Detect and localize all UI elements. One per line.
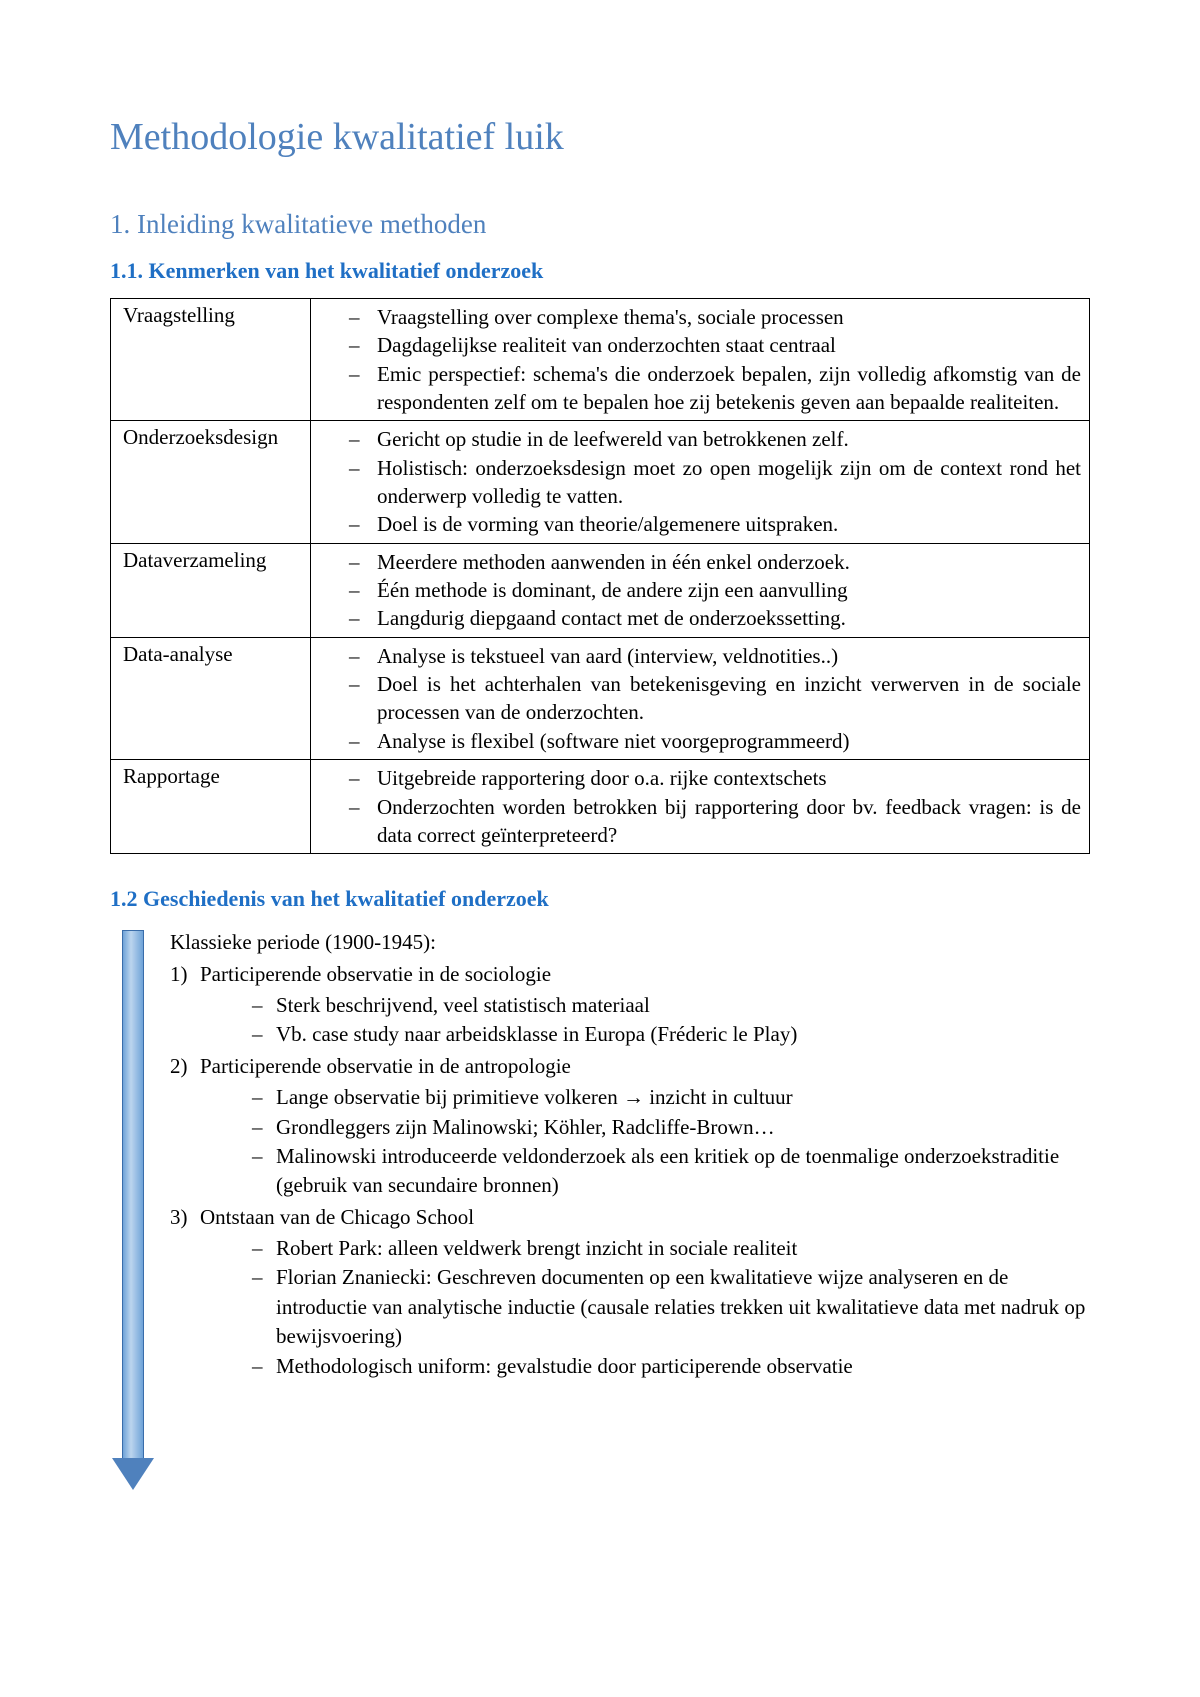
table-row-label: Data-analyse (111, 637, 311, 759)
list-item: Lange observatie bij primitieve volkeren… (252, 1083, 1090, 1112)
list-item: Analyse is tekstueel van aard (interview… (349, 642, 1081, 670)
down-arrow-icon (118, 930, 148, 1490)
table-row: Onderzoeksdesign Gericht op studie in de … (111, 421, 1090, 543)
list-item: Methodologisch uniform: gevalstudie door… (252, 1352, 1090, 1381)
list-item: Langdurig diepgaand contact met de onder… (349, 604, 1081, 632)
list-item: Onderzochten worden betrokken bij rappor… (349, 793, 1081, 850)
table-row-content: Analyse is tekstueel van aard (interview… (311, 637, 1090, 759)
list-item: Uitgebreide rapportering door o.a. rijke… (349, 764, 1081, 792)
list-item: Doel is het achterhalen van betekenisgev… (349, 670, 1081, 727)
numbered-item: 1) Participerende observatie in de sociol… (170, 960, 1090, 1050)
table-row-content: Gericht op studie in de leefwereld van b… (311, 421, 1090, 543)
item-number: 1) (170, 960, 188, 989)
item-title: Participerende observatie in de sociolog… (200, 962, 551, 986)
page-title: Methodologie kwalitatief luik (110, 115, 1090, 159)
table-row: Data-analyse Analyse is tekstueel van aar… (111, 637, 1090, 759)
table-row-label: Vraagstelling (111, 299, 311, 421)
table-row: Dataverzameling Meerdere methoden aanwend… (111, 543, 1090, 637)
list-item: Emic perspectief: schema's die onderzoek… (349, 360, 1081, 417)
list-item: Vb. case study naar arbeidsklasse in Eur… (252, 1020, 1090, 1049)
list-item: Sterk beschrijvend, veel statistisch mat… (252, 991, 1090, 1020)
table-row: Vraagstelling Vraagstelling over complexe… (111, 299, 1090, 421)
list-item: Vraagstelling over complexe thema's, soc… (349, 303, 1081, 331)
table-row-label: Dataverzameling (111, 543, 311, 637)
list-item: Doel is de vorming van theorie/algemener… (349, 510, 1081, 538)
list-item: Meerdere methoden aanwenden in één enkel… (349, 548, 1081, 576)
table-row-label: Onderzoeksdesign (111, 421, 311, 543)
subsection-heading-1-1: 1.1. Kenmerken van het kwalitatief onder… (110, 258, 1090, 284)
item-number: 2) (170, 1052, 188, 1081)
item-title: Participerende observatie in de antropol… (200, 1054, 571, 1078)
list-item: Malinowski introduceerde veldonderzoek a… (252, 1142, 1090, 1201)
timeline-arrow-column (110, 926, 156, 1490)
history-section: Klassieke periode (1900-1945): 1) Partici… (110, 926, 1090, 1490)
item-number: 3) (170, 1203, 188, 1232)
list-item: Gericht op studie in de leefwereld van b… (349, 425, 1081, 453)
period-label: Klassieke periode (1900-1945): (170, 928, 1090, 957)
table-row-content: Vraagstelling over complexe thema's, soc… (311, 299, 1090, 421)
table-row-content: Meerdere methoden aanwenden in één enkel… (311, 543, 1090, 637)
list-item: Één methode is dominant, de andere zijn … (349, 576, 1081, 604)
list-item: Analyse is flexibel (software niet voorg… (349, 727, 1081, 755)
table-row-content: Uitgebreide rapportering door o.a. rijke… (311, 760, 1090, 854)
section-heading: 1. Inleiding kwalitatieve methoden (110, 209, 1090, 240)
list-item: Holistisch: onderzoeksdesign moet zo ope… (349, 454, 1081, 511)
numbered-item: 3) Ontstaan van de Chicago School Robert P… (170, 1203, 1090, 1381)
subsection-heading-1-2: 1.2 Geschiedenis van het kwalitatief ond… (110, 886, 1090, 912)
characteristics-table: Vraagstelling Vraagstelling over complexe… (110, 298, 1090, 854)
list-item: Florian Znaniecki: Geschreven documenten… (252, 1263, 1090, 1351)
table-row: Rapportage Uitgebreide rapportering door … (111, 760, 1090, 854)
item-title: Ontstaan van de Chicago School (200, 1205, 474, 1229)
numbered-item: 2) Participerende observatie in de antrop… (170, 1052, 1090, 1201)
table-row-label: Rapportage (111, 760, 311, 854)
list-item: Robert Park: alleen veldwerk brengt inzi… (252, 1234, 1090, 1263)
list-item: Dagdagelijkse realiteit van onderzochten… (349, 331, 1081, 359)
list-item: Grondleggers zijn Malinowski; Köhler, Ra… (252, 1113, 1090, 1142)
history-content: Klassieke periode (1900-1945): 1) Partici… (170, 926, 1090, 1490)
